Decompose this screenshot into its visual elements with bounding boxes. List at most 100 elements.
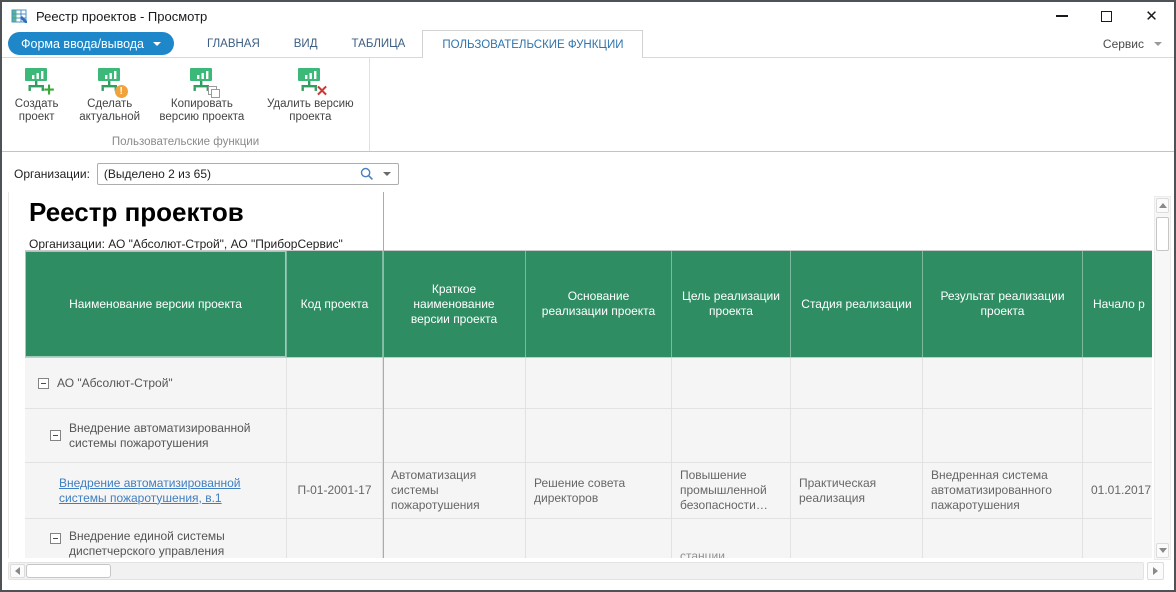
close-icon: ✕ xyxy=(1145,7,1158,25)
minimize-button[interactable] xyxy=(1039,2,1084,30)
vertical-scrollbar-thumb[interactable] xyxy=(1156,217,1169,251)
warning-badge-icon: ! xyxy=(114,85,128,98)
make-actual-button[interactable]: ! Сделать актуальной xyxy=(73,61,146,124)
window-controls: ✕ xyxy=(1039,2,1174,30)
minimize-icon xyxy=(1055,15,1068,17)
ribbon-group-label: Пользовательские функции xyxy=(111,136,260,148)
collapse-icon[interactable] xyxy=(38,377,49,389)
column-header-short-name[interactable]: Краткое наименование версии проекта xyxy=(383,251,526,357)
ribbon-tabs: ГЛАВНАЯ ВИД ТАБЛИЦА ПОЛЬЗОВАТЕЛЬСКИЕ ФУН… xyxy=(190,30,644,58)
service-menu-label: Сервис xyxy=(1102,36,1144,51)
group-cell-organization: АО "Абсолют-Строй" xyxy=(25,358,287,408)
presentation-chart-icon xyxy=(189,68,212,91)
arrow-left-icon xyxy=(15,567,20,575)
collapse-icon[interactable] xyxy=(50,533,61,544)
goal-cell-clipped: станции xyxy=(672,519,791,558)
delete-version-label: Удалить версию проекта xyxy=(266,98,354,123)
tab-tablitsa[interactable]: ТАБЛИЦА xyxy=(351,37,406,50)
project-code-cell: П-01-2001-17 xyxy=(287,463,383,518)
group-name: АО "Абсолют-Строй" xyxy=(57,375,173,390)
column-header-result[interactable]: Результат реализации проекта xyxy=(923,251,1083,357)
grid-header-row: Наименование версии проекта Код проекта … xyxy=(25,250,1152,358)
form-io-dropdown-label: Форма ввода/вывода xyxy=(21,36,145,51)
arrow-down-icon xyxy=(1158,548,1167,553)
delete-badge-icon: ✕ xyxy=(315,83,329,100)
horizontal-scrollbar-thumb[interactable] xyxy=(26,564,111,578)
report-title: Реестр проектов xyxy=(29,197,244,227)
report-page: Реестр проектов Организации: АО "Абсолют… xyxy=(8,192,1152,558)
window-title: Реестр проектов - Просмотр xyxy=(36,8,208,24)
horizontal-scrollbar[interactable] xyxy=(8,562,1144,580)
version-link[interactable]: Внедрение автоматизированной системы пож… xyxy=(59,475,241,505)
scroll-left-button[interactable] xyxy=(10,564,25,578)
scroll-up-button[interactable] xyxy=(1156,198,1169,213)
make-actual-label: Сделать актуальной xyxy=(79,98,141,123)
chevron-down-icon[interactable] xyxy=(382,172,391,176)
chevron-down-icon xyxy=(153,41,162,46)
presentation-chart-icon xyxy=(24,68,47,91)
table-row-group-project-1: Внедрение автоматизированной системы пож… xyxy=(25,409,1152,463)
tab-user-functions-active[interactable]: ПОЛЬЗОВАТЕЛЬСКИЕ ФУНКЦИИ xyxy=(422,30,644,58)
content-area: Организации: (Выделено 2 из 65) Реестр п… xyxy=(2,152,1174,590)
organizations-combobox-value: (Выделено 2 из 65) xyxy=(103,167,212,181)
app-icon xyxy=(11,9,27,23)
tab-glavnaya[interactable]: ГЛАВНАЯ xyxy=(207,37,260,50)
chevron-down-icon xyxy=(1154,41,1162,46)
column-header-version-name[interactable]: Наименование версии проекта xyxy=(25,251,287,357)
create-project-button[interactable]: + Создать проект xyxy=(6,61,67,124)
form-io-dropdown-button[interactable]: Форма ввода/вывода xyxy=(8,32,175,55)
report-subtitle: Организации: АО "Абсолют-Строй", АО "При… xyxy=(29,237,343,251)
maximize-button[interactable] xyxy=(1084,2,1129,30)
result-cell: Внедренная система автоматизированного п… xyxy=(923,463,1083,518)
stage-cell: Практическая реализация xyxy=(791,463,923,518)
copy-version-icon xyxy=(185,64,220,98)
scroll-right-button[interactable] xyxy=(1147,562,1164,580)
column-header-stage[interactable]: Стадия реализации xyxy=(791,251,923,357)
group-cell-project: Внедрение единой системы диспетчерского … xyxy=(25,519,287,558)
ribbon-tab-strip: Форма ввода/вывода ГЛАВНАЯ ВИД ТАБЛИЦА П… xyxy=(2,30,1174,58)
arrow-up-icon xyxy=(1158,203,1167,208)
close-button[interactable]: ✕ xyxy=(1129,2,1174,30)
scroll-down-button[interactable] xyxy=(1156,543,1169,558)
group-name: Внедрение автоматизированной системы пож… xyxy=(69,420,251,450)
column-header-goal[interactable]: Цель реализации проекта xyxy=(672,251,791,357)
column-header-basis[interactable]: Основание реализации проекта xyxy=(526,251,672,357)
group-name: Внедрение единой системы диспетчерского … xyxy=(69,529,225,558)
presentation-chart-icon xyxy=(298,68,321,91)
make-actual-icon: ! xyxy=(93,64,128,98)
delete-version-button[interactable]: ✕ Удалить версию проекта xyxy=(258,61,363,124)
goal-cell: Повышение промышленной безопасности… xyxy=(672,463,791,518)
vertical-scrollbar[interactable] xyxy=(1154,196,1171,560)
projects-grid: Наименование версии проекта Код проекта … xyxy=(25,250,1152,558)
search-icon[interactable] xyxy=(360,167,374,181)
ribbon: + Создать проект ! xyxy=(2,58,1174,152)
create-project-icon: + xyxy=(20,64,55,100)
version-name-cell: Внедрение автоматизированной системы пож… xyxy=(25,463,287,518)
column-header-start[interactable]: Начало р xyxy=(1083,251,1152,357)
start-date-cell: 01.01.2017 xyxy=(1083,463,1152,518)
group-cell-project: Внедрение автоматизированной системы пож… xyxy=(25,409,287,462)
tab-vid[interactable]: ВИД xyxy=(293,37,318,50)
delete-version-icon: ✕ xyxy=(293,64,329,100)
organizations-label: Организации: xyxy=(14,167,90,181)
organizations-combobox[interactable]: (Выделено 2 из 65) xyxy=(96,163,399,185)
table-row-group-organization: АО "Абсолют-Строй" xyxy=(25,358,1152,409)
column-header-project-code[interactable]: Код проекта xyxy=(287,251,383,357)
copy-badge-icon xyxy=(207,85,220,98)
service-menu[interactable]: Сервис xyxy=(1103,37,1162,51)
table-row-version-1: Внедрение автоматизированной системы пож… xyxy=(25,463,1152,519)
frozen-column-splitter[interactable] xyxy=(383,192,384,558)
collapse-icon[interactable] xyxy=(50,430,61,441)
copy-version-button[interactable]: Копировать версию проекта xyxy=(152,61,252,124)
table-row-group-project-2: Внедрение единой системы диспетчерского … xyxy=(25,519,1152,558)
create-project-label: Создать проект xyxy=(14,98,59,123)
ribbon-group-user-functions: + Создать проект ! xyxy=(2,58,370,151)
arrow-right-icon xyxy=(1153,567,1158,575)
maximize-icon xyxy=(1101,10,1112,22)
clipped-text-fragment: станции xyxy=(680,549,725,558)
copy-version-label: Копировать версию проекта xyxy=(159,98,245,123)
short-name-cell: Автоматизация системы пожаротушения xyxy=(383,463,526,518)
organizations-filter-row: Организации: (Выделено 2 из 65) xyxy=(2,152,1174,185)
basis-cell: Решение совета директоров xyxy=(526,463,672,518)
